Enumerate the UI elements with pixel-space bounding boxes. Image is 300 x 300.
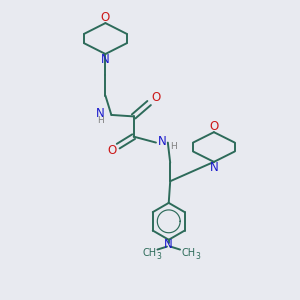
Text: 3: 3 — [195, 252, 200, 261]
Text: N: N — [209, 161, 218, 174]
Text: N: N — [96, 107, 104, 120]
Text: H: H — [97, 116, 104, 125]
Text: CH: CH — [142, 248, 156, 258]
Text: O: O — [107, 144, 116, 158]
Text: N: N — [164, 238, 173, 251]
Text: O: O — [209, 120, 218, 133]
Text: 3: 3 — [156, 252, 161, 261]
Text: CH: CH — [181, 248, 195, 258]
Text: H: H — [170, 142, 177, 151]
Text: O: O — [151, 91, 160, 104]
Text: N: N — [101, 53, 110, 66]
Text: O: O — [101, 11, 110, 24]
Text: N: N — [158, 135, 167, 148]
